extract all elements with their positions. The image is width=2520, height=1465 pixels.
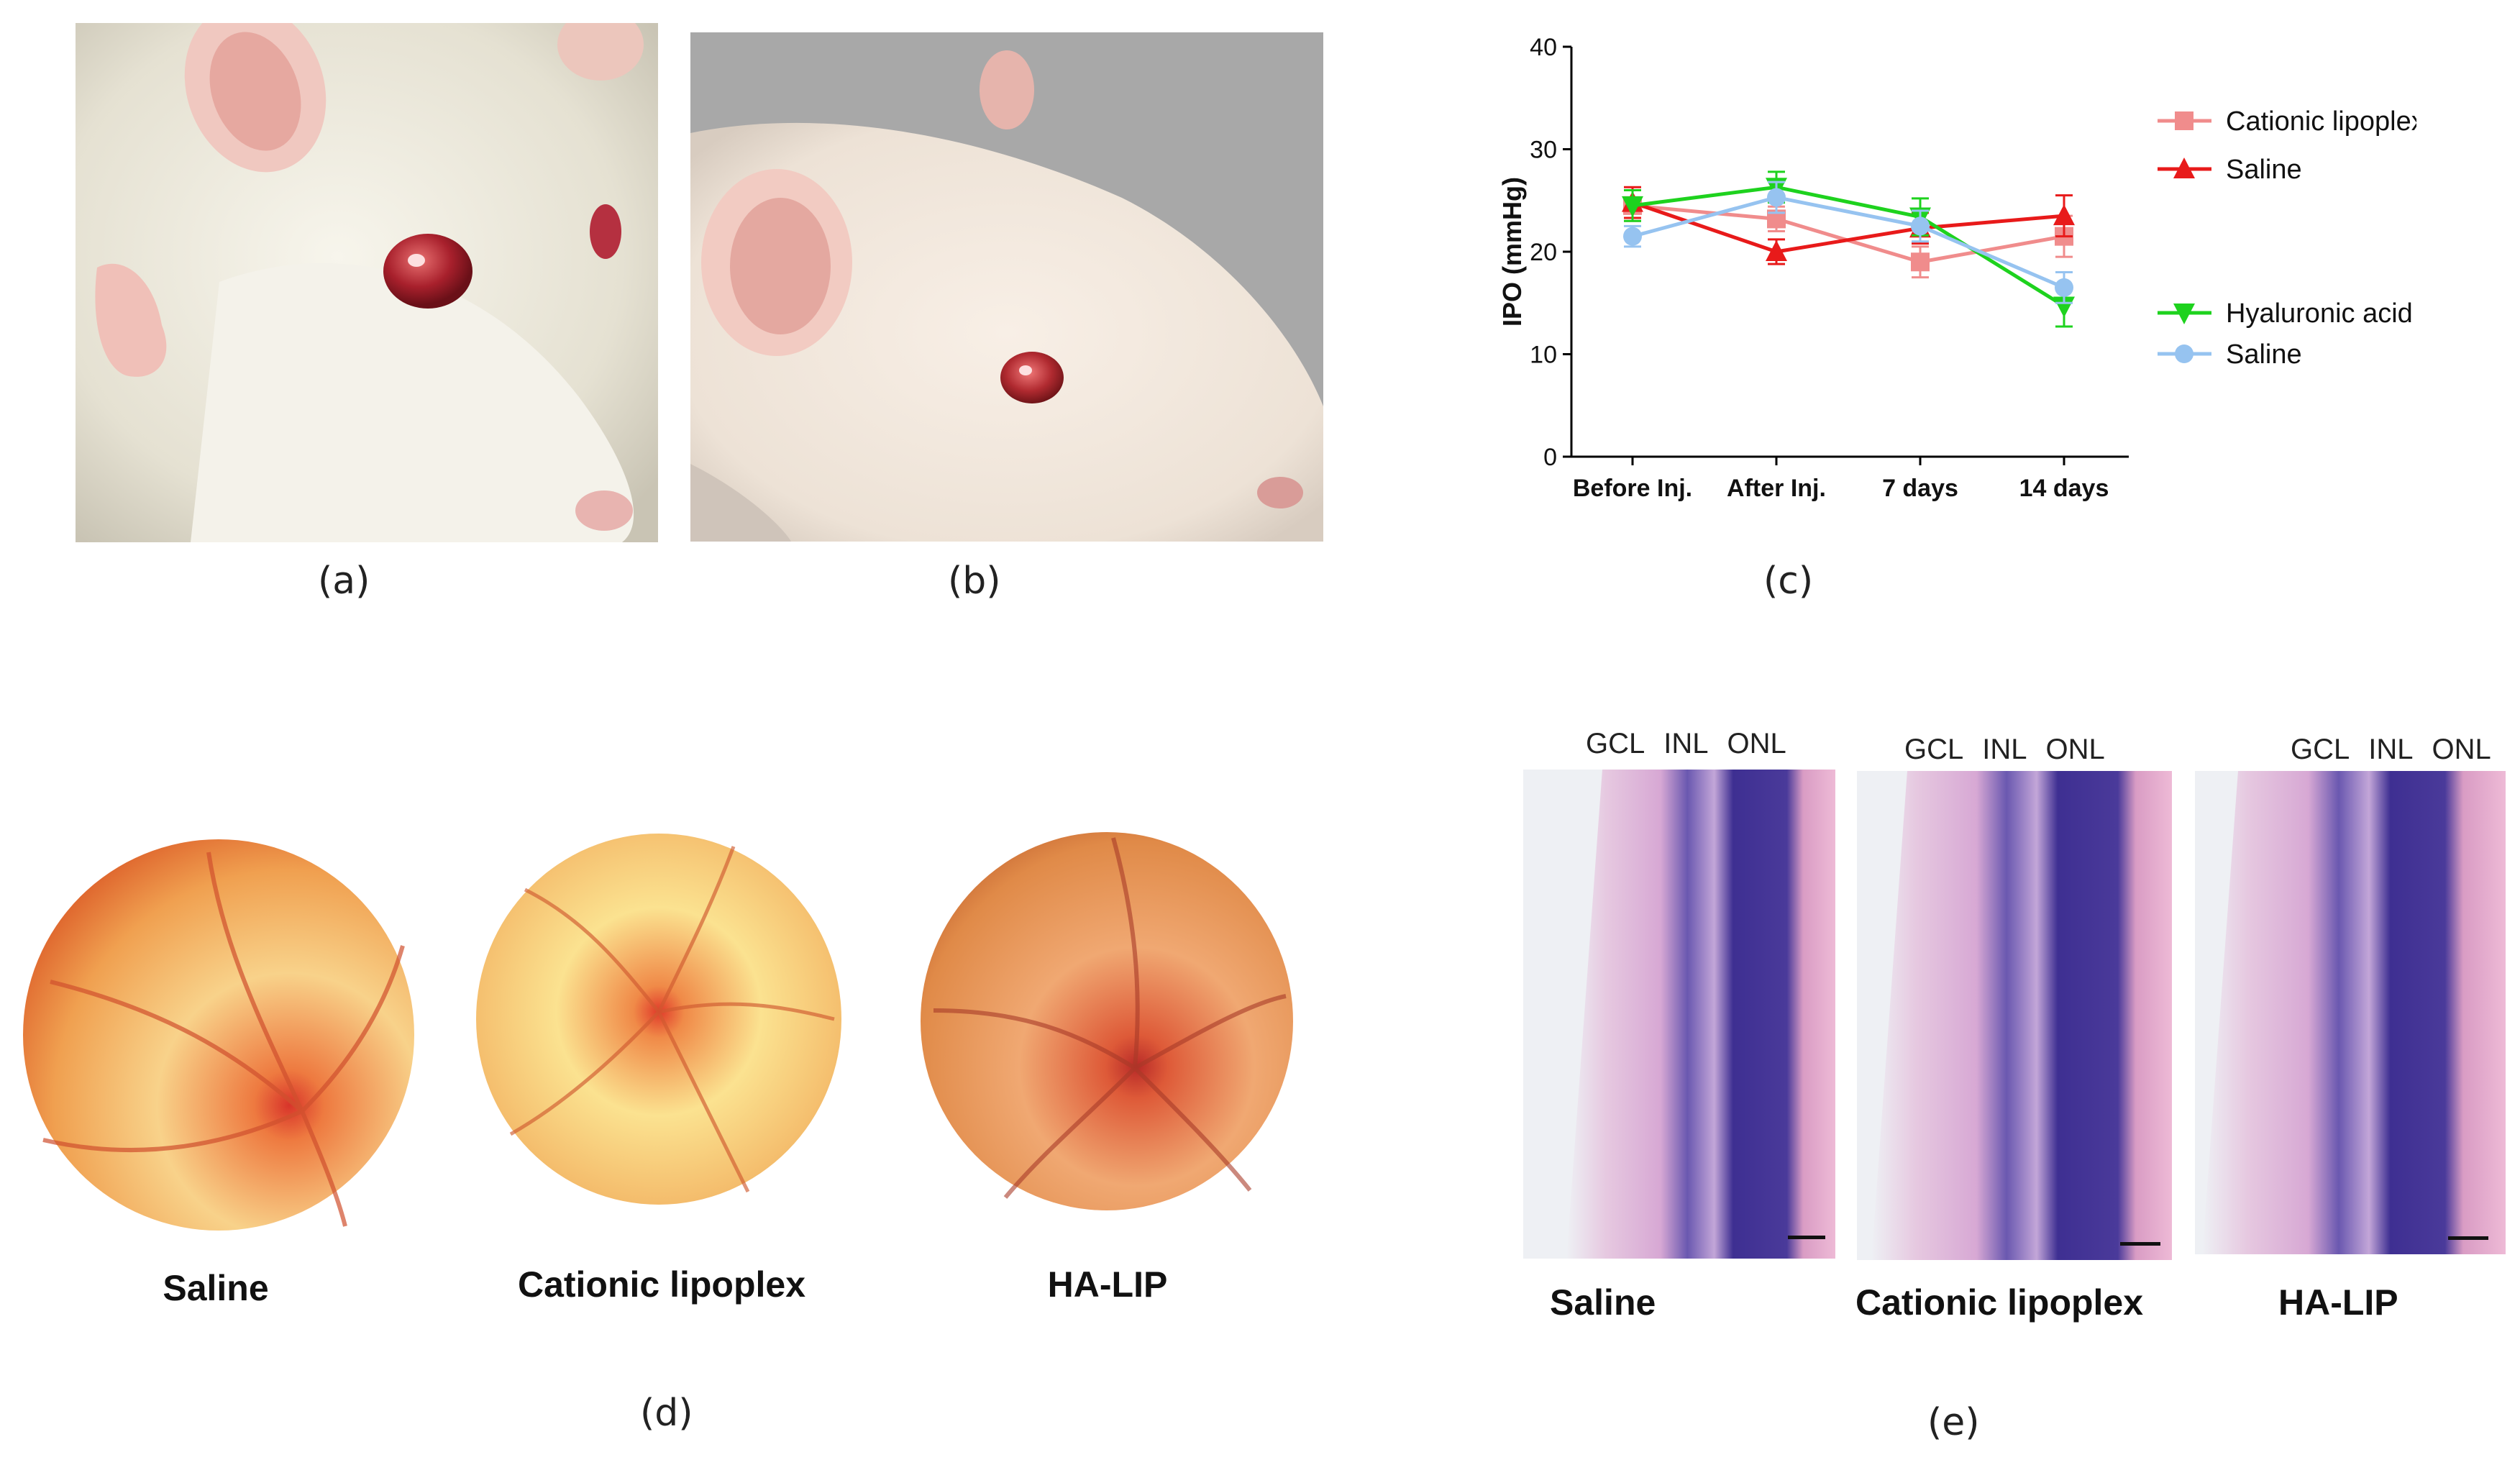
legend-marker — [2173, 304, 2195, 324]
data-point — [1767, 188, 1786, 207]
layer-label-onl: ONL — [2045, 734, 2105, 765]
y-tick-label: 0 — [1543, 444, 1557, 471]
series-line — [1632, 195, 2065, 290]
legend-marker — [2175, 111, 2193, 130]
fundus-caption-ha-lip: HA-LIP — [1047, 1264, 1168, 1305]
data-point — [2053, 204, 2075, 226]
layer-label-onl: ONL — [2432, 734, 2491, 765]
series-line — [1632, 185, 2065, 308]
fundus-caption-saline: Saline — [163, 1268, 269, 1308]
panel-label-b: (b) — [948, 560, 1001, 603]
rat-photo-b — [690, 32, 1323, 542]
x-tick-label: 7 days — [1882, 475, 1958, 502]
layer-label-gcl: GCL — [2291, 734, 2350, 765]
series-line — [1632, 204, 2065, 264]
histo-layers-ha-lip: GCL INL ONL — [2291, 734, 2510, 766]
histology-image-saline — [1523, 770, 1835, 1259]
data-point — [1911, 252, 1930, 272]
fundus-image-cationic-lipoplex — [475, 832, 843, 1206]
rat-photo-a — [76, 23, 658, 542]
series-line — [1632, 201, 2065, 254]
fundus-caption-cationic-lipoplex: Cationic lipoplex — [517, 1264, 806, 1305]
fundus-image-ha-lip — [919, 831, 1295, 1212]
panel-label-c: (c) — [1763, 560, 1814, 603]
y-tick-label: 30 — [1530, 137, 1557, 164]
histo-layers-cationic-lipoplex: GCL INL ONL — [1904, 734, 2124, 766]
data-point — [1623, 227, 1642, 246]
legend-label: Saline — [2226, 155, 2302, 185]
histology-image-ha-lip — [2195, 771, 2506, 1254]
histo-caption-ha-lip: HA-LIP — [2278, 1282, 2398, 1323]
layer-label-gcl: GCL — [1586, 728, 1645, 759]
legend-label: Cationic lipoplex — [2226, 106, 2416, 137]
histo-layers-saline: GCL INL ONL — [1586, 728, 1805, 760]
fundus-image-saline — [22, 838, 416, 1232]
histo-caption-saline: Saline — [1550, 1282, 1656, 1323]
panel-label-a: (a) — [318, 560, 370, 603]
y-tick-label: 40 — [1530, 34, 1557, 61]
y-tick-label: 20 — [1530, 239, 1557, 266]
layer-label-inl: INL — [1982, 734, 2027, 765]
panel-label-e: (e) — [1927, 1401, 1980, 1444]
layer-label-gcl: GCL — [1904, 734, 1964, 765]
series-3 — [1623, 181, 2073, 304]
data-point — [2055, 278, 2073, 297]
chart-axes: 0 10 20 30 40 Before Inj. After Inj. 7 days 14 d… — [1497, 34, 2129, 502]
legend-marker — [2173, 158, 2195, 178]
chart-legend: Cationic lipoplex Saline Hyaluronic acid Sa… — [2158, 106, 2416, 370]
x-tick-label: After Inj. — [1727, 475, 1826, 502]
legend-marker — [2175, 344, 2193, 363]
y-axis-label: IPO (mmHg) — [1497, 177, 1527, 327]
legend-label: Hyaluronic acid — [2226, 298, 2413, 329]
x-tick-label: 14 days — [2019, 475, 2109, 502]
data-point — [1766, 240, 1787, 261]
layer-label-inl: INL — [2368, 734, 2414, 765]
data-point — [1911, 216, 1930, 236]
histology-image-cationic-lipoplex — [1857, 771, 2172, 1260]
legend-label: Saline — [2226, 339, 2302, 370]
histo-caption-cationic-lipoplex: Cationic lipoplex — [1855, 1282, 2144, 1323]
panel-label-d: (d) — [640, 1392, 693, 1435]
series-2 — [1622, 170, 2075, 328]
x-tick-label: Before Inj. — [1573, 475, 1692, 502]
iop-line-chart: 0 10 20 30 40 Before Inj. After Inj. 7 days 14 d… — [1497, 34, 2416, 502]
layer-label-onl: ONL — [1727, 728, 1786, 759]
chart-series — [1622, 170, 2075, 328]
layer-label-inl: INL — [1663, 728, 1709, 759]
data-point — [1622, 196, 1643, 217]
y-tick-label: 10 — [1530, 342, 1557, 369]
